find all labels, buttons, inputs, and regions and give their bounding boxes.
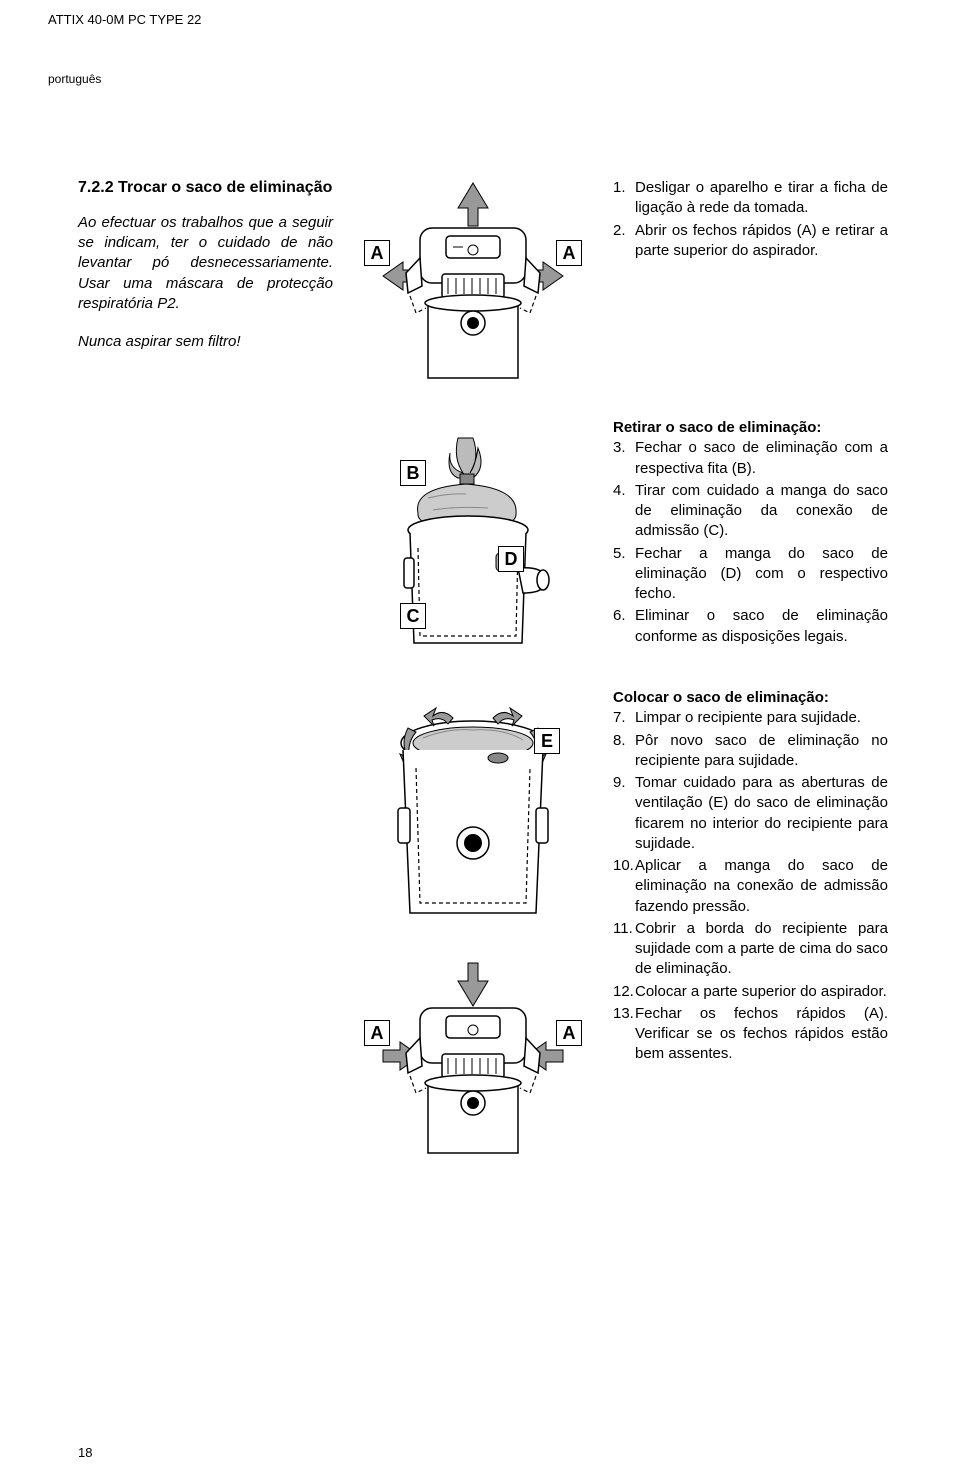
- steps-block-3: Colocar o saco de eliminação: 7.Limpar o…: [613, 688, 888, 1158]
- section-number: 7.2.2: [78, 179, 114, 196]
- steps-block-2: Retirar o saco de eliminação: 3.Fechar o…: [613, 418, 888, 658]
- label-a-left: A: [364, 240, 390, 266]
- illustration-2: B D C: [333, 418, 613, 658]
- header-language: português: [48, 72, 101, 86]
- intro-paragraph-2: Nunca aspirar sem filtro!: [78, 332, 333, 352]
- header-model: ATTIX 40-0M PC TYPE 22: [48, 12, 201, 27]
- steps-list-3: 7.Limpar o recipiente para sujidade. 8.P…: [613, 708, 888, 1064]
- label-a-right-2: A: [556, 1020, 582, 1046]
- steps-list-2: 3.Fechar o saco de eliminação com a resp…: [613, 438, 888, 647]
- section-title: 7.2.2 Trocar o saco de eliminação: [78, 178, 333, 199]
- block2-heading: Retirar o saco de eliminação:: [613, 418, 888, 438]
- intro-paragraph-1: Ao efectuar os trabalhos que a seguir se…: [78, 213, 333, 314]
- steps-block-1: 1.Desligar o aparelho e tirar a ficha de…: [613, 178, 888, 388]
- label-c: C: [400, 603, 426, 629]
- step-item: 11.Cobrir a borda do recipiente para suj…: [613, 919, 888, 980]
- step-item: 1.Desligar o aparelho e tirar a ficha de…: [613, 178, 888, 219]
- bag-remove-icon: [358, 418, 588, 658]
- label-a-left-2: A: [364, 1020, 390, 1046]
- vacuum-top-close-icon: [358, 958, 588, 1158]
- label-d: D: [498, 546, 524, 572]
- step-item: 4.Tirar com cuidado a manga do saco de e…: [613, 481, 888, 542]
- step-item: 3.Fechar o saco de eliminação com a resp…: [613, 438, 888, 479]
- page-number: 18: [78, 1445, 92, 1460]
- step-item: 10.Aplicar a manga do saco de eliminação…: [613, 856, 888, 917]
- step-item: 13.Fechar os fechos rápidos (A). Verific…: [613, 1004, 888, 1065]
- section-heading: Trocar o saco de eliminação: [118, 179, 332, 196]
- illustration-4: A A: [333, 958, 613, 1158]
- section-intro: 7.2.2 Trocar o saco de eliminação Ao efe…: [78, 178, 333, 388]
- step-item: 9.Tomar cuidado para as aberturas de ven…: [613, 773, 888, 854]
- step-item: 5.Fechar a manga do saco de eliminação (…: [613, 544, 888, 605]
- step-item: 8.Pôr novo saco de eliminação no recipie…: [613, 731, 888, 772]
- bag-insert-icon: [358, 688, 588, 928]
- illustration-3: E: [333, 688, 613, 928]
- step-item: 7.Limpar o recipiente para sujidade.: [613, 708, 888, 728]
- vacuum-top-open-icon: [358, 178, 588, 388]
- steps-list-1: 1.Desligar o aparelho e tirar a ficha de…: [613, 178, 888, 261]
- content-grid: 7.2.2 Trocar o saco de eliminação Ao efe…: [78, 178, 888, 1158]
- step-item: 6.Eliminar o saco de eliminação conforme…: [613, 606, 888, 647]
- label-a-right: A: [556, 240, 582, 266]
- step-item: 12.Colocar a parte superior do aspirador…: [613, 982, 888, 1002]
- step-item: 2.Abrir os fechos rápidos (A) e retirar …: [613, 221, 888, 262]
- label-e: E: [534, 728, 560, 754]
- label-b: B: [400, 460, 426, 486]
- block3-heading: Colocar o saco de eliminação:: [613, 688, 888, 708]
- illustration-1: A A: [333, 178, 613, 388]
